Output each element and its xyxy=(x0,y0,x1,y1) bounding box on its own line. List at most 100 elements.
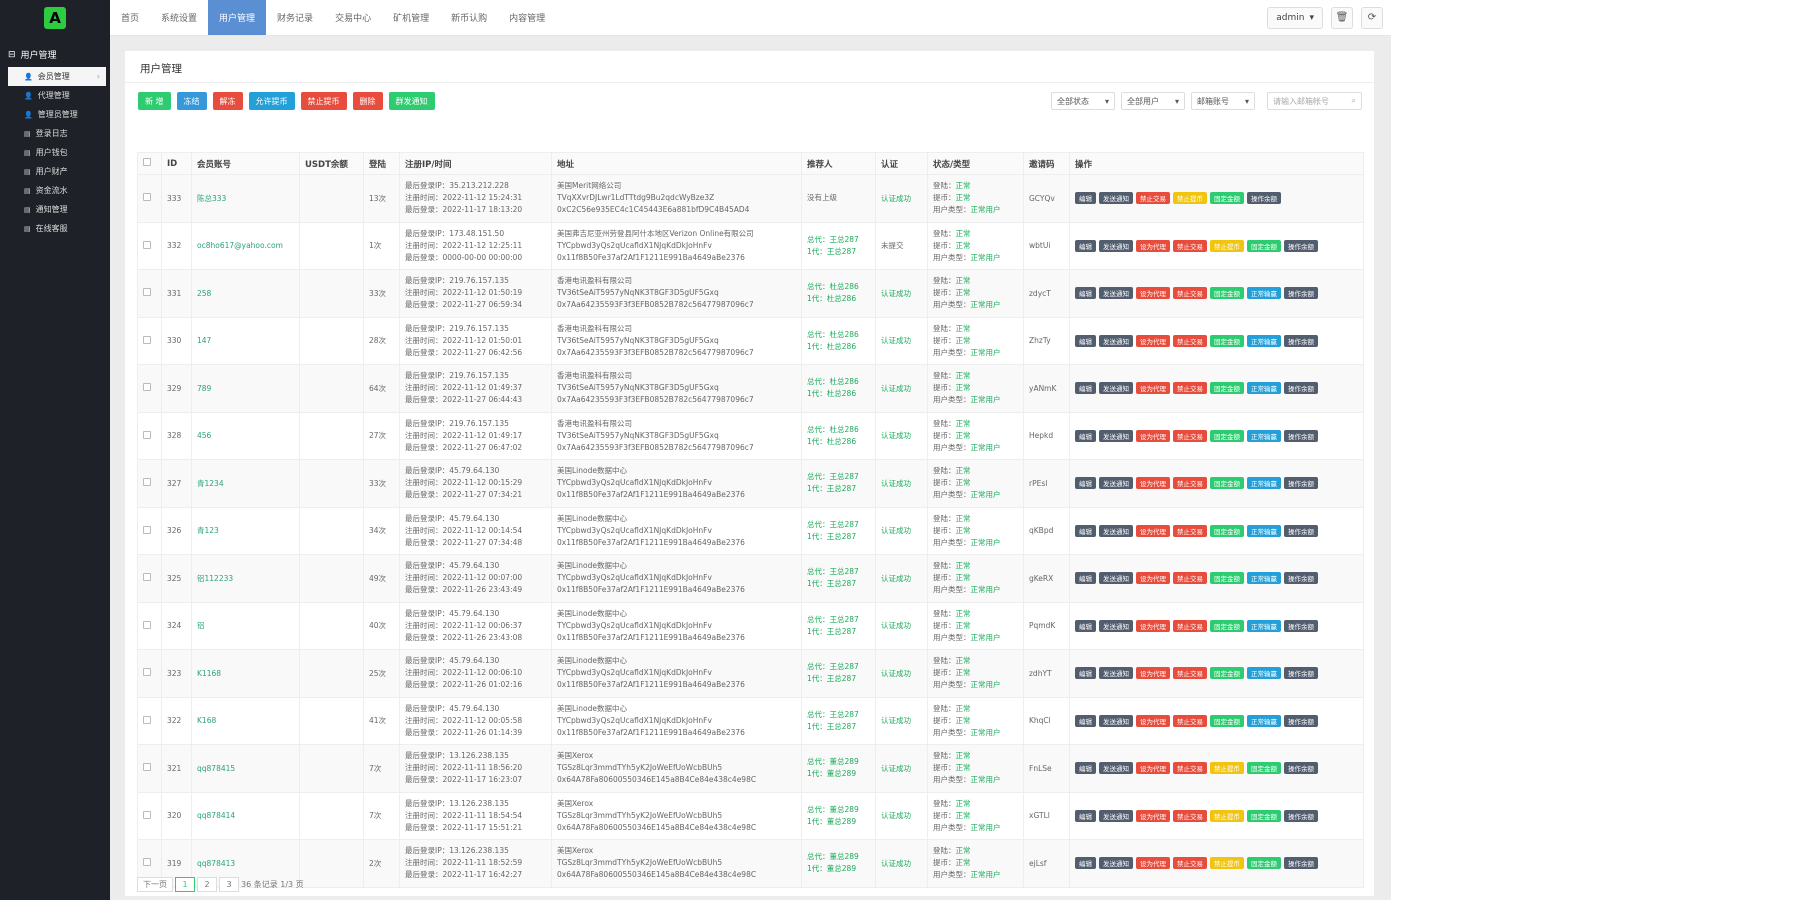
row-checkbox[interactable] xyxy=(143,620,151,629)
sidebar-item[interactable]: ▤ 用户钱包 xyxy=(0,143,110,162)
action-button[interactable]: 固定金额 xyxy=(1210,192,1244,205)
row-checkbox[interactable] xyxy=(143,478,151,487)
row-checkbox[interactable] xyxy=(143,763,151,772)
action-button[interactable]: 编辑 xyxy=(1075,334,1096,347)
prev-page-button[interactable]: 下一页 xyxy=(137,876,173,892)
action-button[interactable]: 禁止交易 xyxy=(1173,714,1207,727)
nav-item[interactable]: 新币认购 xyxy=(451,14,488,24)
action-button[interactable]: 编辑 xyxy=(1075,572,1096,585)
refresh-icon[interactable]: ⟳ xyxy=(1361,6,1383,29)
action-button[interactable]: 固定金额 xyxy=(1210,334,1244,347)
action-button[interactable]: 发送通知 xyxy=(1099,239,1133,252)
cell-account[interactable]: K168 xyxy=(191,696,300,745)
action-button[interactable]: 正常输赢 xyxy=(1247,334,1281,347)
select-all-checkbox[interactable] xyxy=(143,158,151,166)
action-button[interactable]: 编辑 xyxy=(1075,809,1096,822)
toolbar-button[interactable]: 冻结 xyxy=(176,92,207,110)
action-button[interactable]: 禁止提币 xyxy=(1173,192,1207,205)
cell-account[interactable]: oc8ho617@yahoo.com xyxy=(191,221,300,270)
action-button[interactable]: 固定金额 xyxy=(1247,762,1281,775)
action-button[interactable]: 设为代理 xyxy=(1136,762,1170,775)
page-number-button[interactable]: 2 xyxy=(197,876,217,892)
action-button[interactable]: 操作余额 xyxy=(1284,667,1318,680)
action-button[interactable]: 操作余额 xyxy=(1284,429,1318,442)
action-button[interactable]: 操作余额 xyxy=(1284,524,1318,537)
row-checkbox[interactable] xyxy=(143,573,151,582)
cell-account[interactable]: 456 xyxy=(191,411,300,460)
action-button[interactable]: 编辑 xyxy=(1075,192,1096,205)
action-button[interactable]: 正常输赢 xyxy=(1247,524,1281,537)
action-button[interactable]: 禁止交易 xyxy=(1173,619,1207,632)
action-button[interactable]: 禁止交易 xyxy=(1173,477,1207,490)
action-button[interactable]: 禁止提币 xyxy=(1210,857,1244,870)
row-checkbox[interactable] xyxy=(143,525,151,534)
action-button[interactable]: 固定金额 xyxy=(1210,714,1244,727)
action-button[interactable]: 编辑 xyxy=(1075,857,1096,870)
action-button[interactable]: 设为代理 xyxy=(1136,524,1170,537)
action-button[interactable]: 设为代理 xyxy=(1136,714,1170,727)
action-button[interactable]: 发送通知 xyxy=(1099,382,1133,395)
action-button[interactable]: 设为代理 xyxy=(1136,334,1170,347)
action-button[interactable]: 设为代理 xyxy=(1136,477,1170,490)
action-button[interactable]: 设为代理 xyxy=(1136,572,1170,585)
action-button[interactable]: 禁止交易 xyxy=(1173,429,1207,442)
action-button[interactable]: 固定金额 xyxy=(1247,809,1281,822)
cell-account[interactable]: 789 xyxy=(191,364,300,413)
page-number-button[interactable]: 3 xyxy=(219,876,239,892)
action-button[interactable]: 固定金额 xyxy=(1210,477,1244,490)
filter-select[interactable]: 邮箱账号 ▾ xyxy=(1191,92,1255,110)
action-button[interactable]: 正常输赢 xyxy=(1247,287,1281,300)
row-checkbox[interactable] xyxy=(143,858,151,867)
search-input[interactable]: 请输入邮箱帐号 ⌕ xyxy=(1267,92,1362,110)
page-number-button[interactable]: 1 xyxy=(175,876,195,892)
action-button[interactable]: 发送通知 xyxy=(1099,667,1133,680)
nav-item[interactable]: 用户管理 xyxy=(208,0,267,35)
toolbar-button[interactable]: 允许提币 xyxy=(248,92,295,110)
action-button[interactable]: 禁止提币 xyxy=(1210,762,1244,775)
sidebar-item[interactable]: ▤ 用户财产 xyxy=(0,162,110,181)
action-button[interactable]: 编辑 xyxy=(1075,762,1096,775)
action-button[interactable]: 操作余额 xyxy=(1284,762,1318,775)
action-button[interactable]: 固定金额 xyxy=(1210,572,1244,585)
cell-account[interactable]: K1168 xyxy=(191,649,300,698)
cell-account[interactable]: 258 xyxy=(191,269,300,318)
action-button[interactable]: 固定金额 xyxy=(1210,619,1244,632)
action-button[interactable]: 操作余额 xyxy=(1284,334,1318,347)
row-checkbox[interactable] xyxy=(143,288,151,297)
action-button[interactable]: 编辑 xyxy=(1075,287,1096,300)
cell-account[interactable]: 陈总333 xyxy=(191,174,300,223)
action-button[interactable]: 操作余额 xyxy=(1284,857,1318,870)
logo[interactable]: A xyxy=(0,0,110,36)
action-button[interactable]: 禁止交易 xyxy=(1173,762,1207,775)
action-button[interactable]: 操作余额 xyxy=(1284,287,1318,300)
action-button[interactable]: 编辑 xyxy=(1075,524,1096,537)
action-button[interactable]: 正常输赢 xyxy=(1247,667,1281,680)
action-button[interactable]: 编辑 xyxy=(1075,477,1096,490)
toolbar-button[interactable]: 新 增 xyxy=(138,92,171,110)
trash-icon[interactable]: 🗑 xyxy=(1331,6,1353,29)
action-button[interactable]: 固定金额 xyxy=(1210,287,1244,300)
action-button[interactable]: 设为代理 xyxy=(1136,239,1170,252)
nav-item[interactable]: 内容管理 xyxy=(509,14,546,24)
action-button[interactable]: 发送通知 xyxy=(1099,287,1133,300)
action-button[interactable]: 正常输赢 xyxy=(1247,572,1281,585)
action-button[interactable]: 禁止提币 xyxy=(1210,809,1244,822)
action-button[interactable]: 固定金额 xyxy=(1210,667,1244,680)
action-button[interactable]: 操作余额 xyxy=(1284,619,1318,632)
sidebar-item[interactable]: 👤 管理员管理 xyxy=(0,105,110,124)
cell-account[interactable]: 青123 xyxy=(191,506,300,555)
action-button[interactable]: 编辑 xyxy=(1075,667,1096,680)
search-icon[interactable]: ⌕ xyxy=(1351,96,1356,105)
action-button[interactable]: 固定金额 xyxy=(1210,382,1244,395)
action-button[interactable]: 发送通知 xyxy=(1099,619,1133,632)
action-button[interactable]: 编辑 xyxy=(1075,429,1096,442)
toolbar-button[interactable]: 群发通知 xyxy=(388,92,435,110)
action-button[interactable]: 编辑 xyxy=(1075,239,1096,252)
action-button[interactable]: 禁止交易 xyxy=(1173,809,1207,822)
action-button[interactable]: 发送通知 xyxy=(1099,429,1133,442)
action-button[interactable]: 固定金额 xyxy=(1210,429,1244,442)
action-button[interactable]: 设为代理 xyxy=(1136,429,1170,442)
cell-account[interactable]: 铝 xyxy=(191,601,300,650)
action-button[interactable]: 禁止交易 xyxy=(1173,287,1207,300)
nav-item[interactable]: 交易中心 xyxy=(335,14,372,24)
